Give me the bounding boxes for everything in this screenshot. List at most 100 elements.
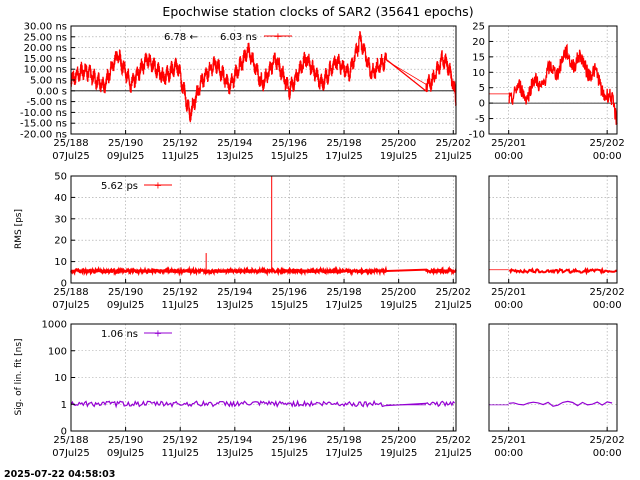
panel-rms-zoom-frame <box>488 175 618 284</box>
rms-xtick-date-4: 15Jul25 <box>271 300 309 311</box>
clockz-xtick-date-0: 00:00 <box>494 151 523 162</box>
sig-xtick-date-7: 21Jul25 <box>435 448 473 459</box>
rmsz-xtick-label-1: 25/202 <box>590 287 625 298</box>
panel-sig-zoom: 25/201 00:00 25/202 00:00 <box>488 323 625 459</box>
rms-legend-label: 5.62 ps <box>101 181 138 192</box>
clockz-ytick-label-2: 15 <box>472 52 485 63</box>
chart-title: Epochwise station clocks of SAR2 (35641 … <box>162 4 473 19</box>
clockz-ytick-label-1: 20 <box>472 37 485 48</box>
sig-xtick-date-2: 11Jul25 <box>161 448 199 459</box>
clock-xtick-date-3: 13Jul25 <box>216 151 254 162</box>
rms-xtick-label-5: 25/198 <box>326 287 361 298</box>
rms-gap-connector <box>386 269 426 272</box>
sig-xtick-label-7: 25/202 <box>436 435 471 446</box>
sig-xtick-label-4: 25/196 <box>272 435 307 446</box>
rms-xtick-label-3: 25/194 <box>217 287 252 298</box>
rms-ytick-label-3: 20 <box>54 236 67 247</box>
clock-xtick-date-4: 15Jul25 <box>271 151 309 162</box>
clock-ytick-label-1: 25.00 ns <box>24 32 67 43</box>
clock-xtick-label-6: 25/200 <box>381 138 416 149</box>
rms-xtick-label-7: 25/202 <box>436 287 471 298</box>
sig-xtick-label-5: 25/198 <box>326 435 361 446</box>
sig-xtick-date-4: 15Jul25 <box>271 448 309 459</box>
rms-ytick-label-0: 50 <box>54 172 67 183</box>
panel-sig-zoom-frame <box>488 323 618 432</box>
rms-xtick-label-2: 25/192 <box>163 287 198 298</box>
clock-ytick-label-6: 0.00 s <box>36 86 67 97</box>
clockz-series-line <box>508 43 618 125</box>
clock-ytick-label-4: 10.00 ns <box>24 65 67 76</box>
rmsz-xtick-date-0: 00:00 <box>494 300 523 311</box>
sig-xtick-label-2: 25/192 <box>163 435 198 446</box>
clock-ytick-label-0: 30.00 ns <box>24 22 67 33</box>
clock-xtick-label-1: 25/190 <box>108 138 143 149</box>
clockz-xtick-date-1: 00:00 <box>593 151 622 162</box>
clock-xtick-label-0: 25/188 <box>53 138 88 149</box>
sig-ytick-label-4: 0 <box>61 427 67 438</box>
rmsz-xtick-date-1: 00:00 <box>593 300 622 311</box>
rms-xtick-label-1: 25/190 <box>108 287 143 298</box>
rms-xtick-label-0: 25/188 <box>53 287 88 298</box>
clock-xtick-label-4: 25/196 <box>272 138 307 149</box>
clockz-ytick-label-7: -10 <box>469 130 485 141</box>
sig-ytick-label-2: 10 <box>54 373 67 384</box>
clock-xtick-label-5: 25/198 <box>326 138 361 149</box>
clock-ytick-label-9: -15.00 ns <box>20 119 67 130</box>
sigz-xtick-label-1: 25/202 <box>590 435 625 446</box>
clockz-xtick-label-1: 25/202 <box>590 138 625 149</box>
clock-xtick-date-2: 11Jul25 <box>161 151 199 162</box>
clock-series-line <box>70 31 457 123</box>
clock-ytick-label-7: -5.00 ns <box>26 97 67 108</box>
rms-ytick-label-4: 10 <box>54 257 67 268</box>
sig-ylabel: Sig. of lin. fit [ns] <box>14 338 24 415</box>
clock-xtick-date-7: 21Jul25 <box>435 151 473 162</box>
sig-xtick-date-5: 17Jul25 <box>325 448 363 459</box>
clock-xtick-label-3: 25/194 <box>217 138 252 149</box>
sigz-xtick-date-1: 00:00 <box>593 448 622 459</box>
clock-ytick-label-5: 5.00 ns <box>30 76 67 87</box>
clock-xtick-date-5: 17Jul25 <box>325 151 363 162</box>
clock-xtick-date-6: 19Jul25 <box>380 151 418 162</box>
rms-ylabel: RMS [ps] <box>14 209 24 249</box>
generation-timestamp: 2025-07-22 04:58:03 <box>4 469 115 480</box>
clock-ytick-label-2: 20.00 ns <box>24 43 67 54</box>
clock-ytick-label-8: -10.00 ns <box>20 108 67 119</box>
rms-xtick-label-6: 25/200 <box>381 287 416 298</box>
clockz-ytick-label-6: -5 <box>475 114 485 125</box>
clock-ytick-label-10: -20.00 ns <box>20 130 67 141</box>
sig-xtick-label-3: 25/194 <box>217 435 252 446</box>
panel-sig: 1000100101025/18807Jul2525/19009Jul2525/… <box>14 320 472 460</box>
clockz-xtick-label-0: 25/201 <box>491 138 526 149</box>
rms-legend-marker: + <box>154 181 162 192</box>
sigz-xtick-label-0: 25/201 <box>491 435 526 446</box>
sig-xtick-date-1: 09Jul25 <box>107 448 145 459</box>
clock-gap-connector <box>386 60 427 85</box>
rms-ytick-label-1: 40 <box>54 193 67 204</box>
clockz-ytick-label-4: 5 <box>479 83 485 94</box>
sig-ytick-label-1: 100 <box>48 346 67 357</box>
rms-xtick-date-5: 17Jul25 <box>325 300 363 311</box>
sig-series-line <box>70 399 455 409</box>
rmsz-xtick-label-0: 25/201 <box>491 287 526 298</box>
rms-ytick-label-5: 0 <box>61 279 67 290</box>
panel-rms-zoom: 25/201 00:00 25/202 00:00 <box>488 175 625 311</box>
panel-rms: 50 40 30 20 10 025/188 07Jul25 25/190 09Jul25 25/… <box>14 172 472 312</box>
sig-xtick-label-1: 25/190 <box>108 435 143 446</box>
sigz-series-line <box>508 400 613 407</box>
sigz-xtick-date-0: 00:00 <box>494 448 523 459</box>
clock-xtick-date-0: 07Jul25 <box>52 151 90 162</box>
rms-series-line <box>70 265 457 277</box>
sig-legend-label: 1.06 ns <box>101 329 138 340</box>
clock-xtick-label-2: 25/192 <box>163 138 198 149</box>
rms-xtick-date-0: 07Jul25 <box>52 300 90 311</box>
sig-ytick-label-3: 1 <box>61 400 67 411</box>
rms-xtick-date-2: 11Jul25 <box>161 300 199 311</box>
rms-xtick-label-4: 25/196 <box>272 287 307 298</box>
clock-xtick-label-7: 25/202 <box>436 138 471 149</box>
rmsz-series-line <box>508 266 618 276</box>
sig-xtick-date-0: 07Jul25 <box>52 448 90 459</box>
sig-xtick-label-6: 25/200 <box>381 435 416 446</box>
